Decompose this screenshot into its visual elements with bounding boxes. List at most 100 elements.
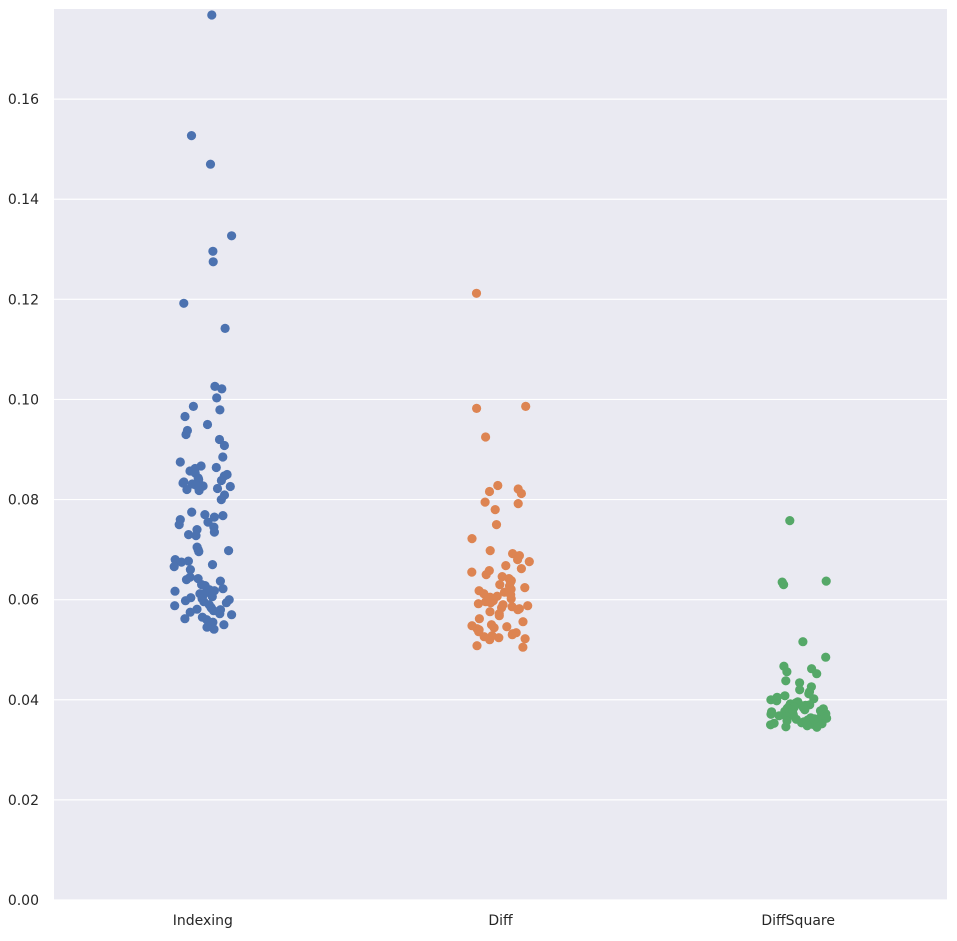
data-point-diff: [518, 642, 528, 652]
y-tick-label: 0.10: [8, 392, 39, 408]
data-point-indexing: [227, 610, 237, 620]
data-point-indexing: [182, 484, 192, 495]
data-point-diff: [481, 570, 491, 580]
data-point-diff: [495, 580, 505, 590]
data-point-diff: [481, 432, 491, 442]
data-point-diffsquare: [772, 696, 782, 706]
data-point-indexing: [221, 598, 231, 608]
data-point-diff: [472, 641, 482, 651]
data-point-diff: [484, 486, 495, 497]
data-point-indexing: [215, 576, 225, 586]
data-point-indexing: [180, 411, 190, 422]
data-point-diff: [467, 567, 477, 577]
data-point-indexing: [185, 607, 195, 617]
y-axis-ticks: 0.00 0.02 0.04 0.06 0.08 0.10 0.12 0.14 0.16: [8, 92, 39, 909]
data-point-diff: [501, 561, 511, 571]
data-point-diff: [473, 599, 483, 609]
data-point-indexing: [220, 323, 230, 333]
data-point-indexing: [218, 452, 228, 462]
data-point-diffsquare: [802, 721, 812, 731]
data-point-diff: [485, 607, 495, 617]
y-tick-label: 0.04: [8, 693, 39, 709]
data-point-indexing: [181, 575, 192, 585]
data-point-indexing: [202, 622, 212, 632]
data-point-diffsquare: [766, 709, 776, 719]
data-point-indexing: [211, 462, 221, 473]
data-point-diff: [513, 555, 523, 565]
data-point-diff: [524, 557, 534, 567]
x-tick-label: Diff: [488, 913, 513, 929]
data-point-indexing: [208, 246, 218, 256]
data-point-diff: [507, 630, 517, 640]
data-point-indexing: [187, 507, 197, 517]
data-point-indexing: [170, 586, 180, 596]
data-point-indexing: [215, 405, 225, 415]
data-point-indexing: [227, 231, 237, 241]
data-point-indexing: [209, 527, 219, 537]
data-point-diff: [490, 505, 500, 515]
data-point-indexing: [224, 546, 234, 556]
data-point-diff: [523, 601, 533, 611]
data-point-indexing: [225, 481, 235, 492]
data-point-indexing: [170, 601, 180, 611]
data-point-diffsquare: [798, 637, 808, 647]
data-point-indexing: [186, 131, 197, 141]
data-point-indexing: [194, 485, 204, 496]
data-point-diff: [472, 403, 482, 413]
data-point-indexing: [219, 440, 229, 451]
data-point-indexing: [208, 257, 218, 267]
data-point-diff: [506, 594, 516, 604]
data-point-diffsquare: [779, 580, 789, 590]
data-point-diff: [502, 622, 512, 632]
data-point-indexing: [205, 159, 216, 169]
data-point-indexing: [212, 393, 222, 403]
data-point-diffsquare: [780, 691, 790, 701]
x-axis-ticks: Indexing Diff DiffSquare: [173, 913, 835, 929]
data-point-indexing: [175, 457, 185, 467]
data-point-diffsquare: [781, 676, 791, 686]
y-tick-label: 0.12: [8, 292, 39, 308]
data-point-indexing: [209, 624, 219, 634]
y-tick-label: 0.16: [8, 92, 39, 108]
data-point-diff: [486, 598, 496, 608]
data-point-diffsquare: [795, 678, 805, 688]
data-point-indexing: [212, 483, 223, 494]
y-tick-label: 0.06: [8, 593, 39, 609]
data-point-indexing: [180, 596, 191, 606]
data-point-diff: [520, 583, 530, 593]
x-tick-label: Indexing: [173, 913, 233, 929]
data-point-diff: [489, 623, 499, 633]
data-point-diff: [518, 617, 528, 627]
data-point-indexing: [210, 381, 220, 391]
data-point-indexing: [169, 562, 179, 572]
data-point-diff: [516, 488, 527, 499]
y-tick-label: 0.02: [8, 793, 39, 809]
data-point-indexing: [183, 556, 193, 566]
data-point-diffsquare: [795, 685, 805, 695]
data-point-indexing: [176, 557, 187, 567]
data-point-diffsquare: [812, 722, 822, 732]
data-point-diff: [485, 546, 495, 556]
data-point-indexing: [207, 592, 217, 602]
data-point-indexing: [215, 609, 225, 619]
data-points: [169, 10, 832, 732]
data-point-indexing: [219, 620, 229, 630]
data-point-diff: [520, 634, 530, 644]
data-point-diffsquare: [821, 652, 831, 662]
data-point-indexing: [207, 10, 217, 20]
data-point-indexing: [185, 565, 195, 575]
data-point-diff: [513, 499, 523, 509]
data-point-indexing: [200, 509, 210, 520]
data-point-indexing: [174, 520, 184, 530]
plot-background: [54, 9, 947, 900]
data-point-diff: [485, 635, 495, 645]
data-point-indexing: [180, 614, 190, 624]
data-point-indexing: [217, 384, 227, 394]
data-point-diff: [521, 401, 531, 411]
data-point-diffsquare: [766, 720, 776, 730]
data-point-indexing: [194, 547, 204, 557]
data-point-diffsquare: [812, 669, 822, 679]
data-point-diffsquare: [800, 705, 810, 715]
